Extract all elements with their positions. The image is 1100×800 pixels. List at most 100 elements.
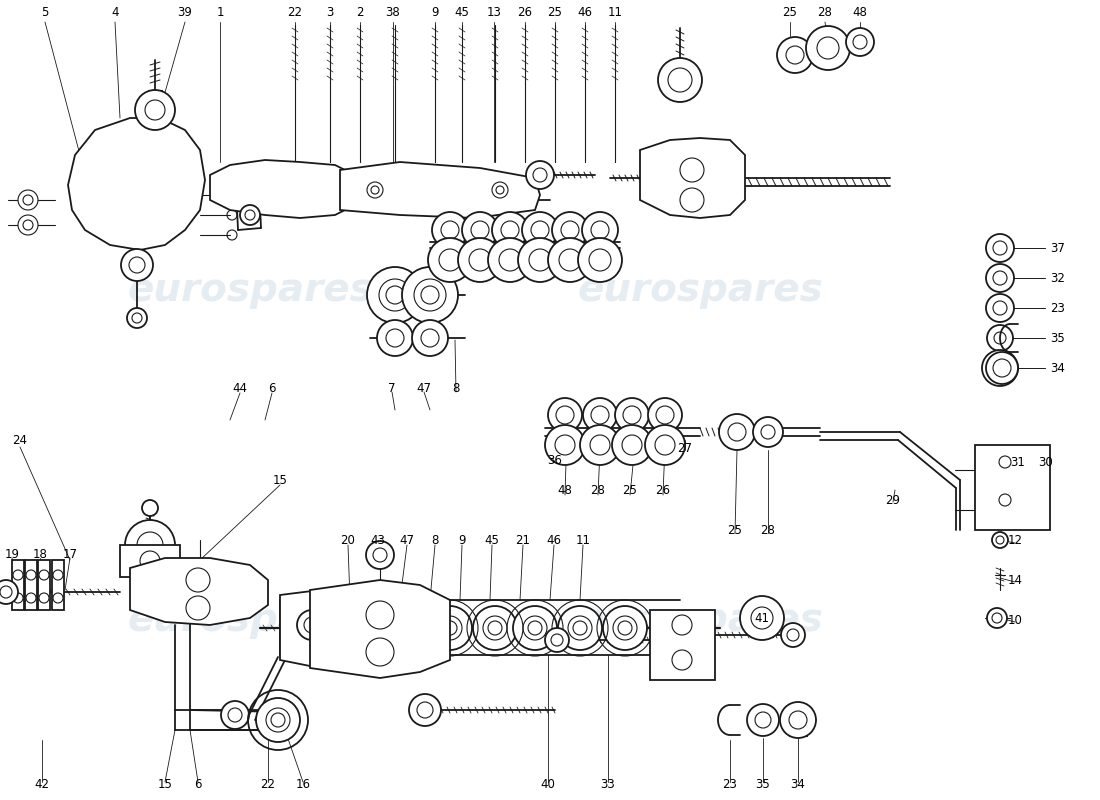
Text: 14: 14	[1008, 574, 1023, 586]
Text: 38: 38	[386, 6, 400, 18]
Text: 20: 20	[341, 534, 355, 546]
Circle shape	[483, 616, 507, 640]
Circle shape	[612, 425, 652, 465]
Text: 25: 25	[727, 523, 742, 537]
Circle shape	[379, 279, 411, 311]
Text: 3: 3	[327, 6, 333, 18]
Circle shape	[583, 398, 617, 432]
Circle shape	[986, 264, 1014, 292]
Circle shape	[544, 425, 585, 465]
Text: 2: 2	[356, 6, 364, 18]
Text: 46: 46	[578, 6, 593, 18]
Text: 45: 45	[454, 6, 470, 18]
Circle shape	[256, 698, 300, 742]
Text: 5: 5	[42, 6, 48, 18]
Circle shape	[492, 212, 528, 248]
Text: 28: 28	[591, 483, 605, 497]
Bar	[975, 445, 1050, 530]
Circle shape	[378, 606, 422, 650]
Text: 15: 15	[273, 474, 287, 486]
Circle shape	[513, 606, 557, 650]
Bar	[52, 560, 64, 610]
Text: 44: 44	[232, 382, 248, 394]
Text: 9: 9	[431, 6, 439, 18]
Text: 45: 45	[485, 534, 499, 546]
Text: 7: 7	[388, 382, 396, 394]
Text: 19: 19	[4, 549, 20, 562]
Circle shape	[987, 325, 1013, 351]
Circle shape	[992, 532, 1008, 548]
Circle shape	[221, 701, 249, 729]
Circle shape	[432, 212, 468, 248]
Circle shape	[125, 520, 175, 570]
Text: 40: 40	[540, 778, 556, 791]
Text: 17: 17	[63, 549, 77, 562]
Polygon shape	[210, 160, 360, 218]
Polygon shape	[68, 118, 205, 250]
Text: 47: 47	[399, 534, 415, 546]
Circle shape	[348, 616, 372, 640]
Circle shape	[412, 320, 448, 356]
Circle shape	[982, 350, 1018, 386]
Circle shape	[522, 616, 547, 640]
Text: 27: 27	[678, 442, 693, 454]
Circle shape	[409, 694, 441, 726]
Text: eurospares: eurospares	[578, 601, 823, 639]
Text: 24: 24	[12, 434, 28, 446]
Text: 48: 48	[852, 6, 868, 18]
Circle shape	[438, 616, 462, 640]
Text: 48: 48	[558, 483, 572, 497]
Text: 46: 46	[547, 534, 561, 546]
Circle shape	[0, 580, 18, 604]
Text: 22: 22	[287, 6, 303, 18]
Circle shape	[986, 352, 1018, 384]
Circle shape	[740, 596, 784, 640]
Text: 12: 12	[1008, 534, 1023, 546]
Text: 36: 36	[548, 454, 562, 466]
Text: 23: 23	[1050, 302, 1065, 314]
Text: 33: 33	[601, 778, 615, 791]
Text: eurospares: eurospares	[578, 271, 823, 309]
Circle shape	[568, 616, 592, 640]
Circle shape	[366, 541, 394, 569]
Circle shape	[781, 623, 805, 647]
Circle shape	[987, 608, 1007, 628]
Text: 26: 26	[517, 6, 532, 18]
Text: 8: 8	[452, 382, 460, 394]
Circle shape	[777, 37, 813, 73]
Circle shape	[548, 238, 592, 282]
Circle shape	[615, 398, 649, 432]
Text: 34: 34	[791, 778, 805, 791]
Circle shape	[18, 190, 38, 210]
Circle shape	[747, 704, 779, 736]
Bar	[25, 560, 37, 610]
Text: 30: 30	[1038, 455, 1054, 469]
Circle shape	[428, 238, 472, 282]
Text: 6: 6	[268, 382, 276, 394]
Text: 25: 25	[782, 6, 797, 18]
Circle shape	[719, 414, 755, 450]
Text: 21: 21	[516, 534, 530, 546]
Circle shape	[582, 212, 618, 248]
Bar	[12, 560, 24, 610]
Text: 34: 34	[1050, 362, 1065, 374]
Circle shape	[388, 616, 412, 640]
Polygon shape	[340, 162, 540, 218]
Text: 32: 32	[1050, 271, 1065, 285]
Polygon shape	[310, 580, 450, 678]
Circle shape	[806, 26, 850, 70]
Bar	[650, 610, 715, 680]
Text: 6: 6	[195, 778, 201, 791]
Text: 23: 23	[723, 778, 737, 791]
Circle shape	[544, 628, 569, 652]
Text: 28: 28	[760, 523, 775, 537]
Circle shape	[473, 606, 517, 650]
Circle shape	[488, 238, 532, 282]
Circle shape	[462, 212, 498, 248]
Text: eurospares: eurospares	[128, 601, 373, 639]
Circle shape	[986, 234, 1014, 262]
Text: 22: 22	[261, 778, 275, 791]
Circle shape	[658, 58, 702, 102]
Text: 11: 11	[575, 534, 591, 546]
Circle shape	[338, 606, 382, 650]
